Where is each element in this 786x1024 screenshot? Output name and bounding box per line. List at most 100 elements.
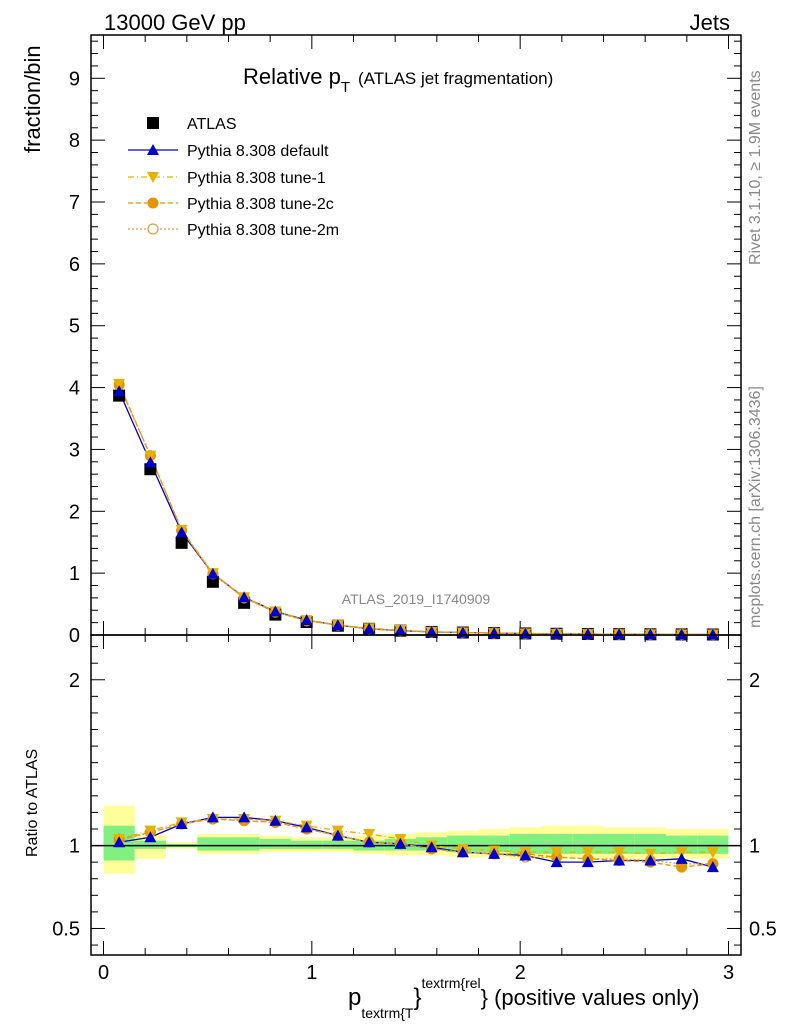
ratio-band-inner	[291, 840, 323, 849]
ratio-y-tick-label: 0.5	[52, 918, 80, 940]
legend-marker-tune2c	[147, 197, 159, 209]
ratio-band-inner	[259, 838, 291, 849]
ratio-band-inner	[478, 835, 510, 853]
legend: ATLAS Pythia 8.308 default Pythia 8.308 …	[128, 116, 339, 239]
ratio-marker-tune1	[363, 828, 376, 840]
legend-marker-tune2m	[147, 223, 159, 235]
ratio-marker-tune1	[706, 847, 719, 859]
header-left: 13000 GeV pp	[104, 10, 246, 35]
main-marker-default	[550, 627, 563, 639]
ratio-band-inner	[322, 840, 354, 849]
ratio-marker-default	[300, 821, 313, 833]
ratio-y-tick-label-right: 2	[749, 670, 760, 692]
main-y-tick-label: 2	[69, 501, 80, 523]
ratio-marker-tune1	[550, 847, 563, 859]
rivet-label: Rivet 3.1.10, ≥ 1.9M events	[747, 70, 764, 265]
main-marker-default	[269, 605, 282, 617]
chart-title-sub: T	[341, 79, 350, 96]
atlas-point	[175, 536, 188, 549]
x-tick-label: 3	[723, 962, 734, 984]
main-marker-default	[519, 627, 532, 639]
ratio-marker-tune1	[644, 848, 657, 860]
legend-label-tune2c: Pythia 8.308 tune-2c	[187, 196, 334, 213]
legend-label-atlas: ATLAS	[187, 116, 237, 133]
ratio-marker-default	[488, 847, 501, 859]
main-y-tick-label: 8	[69, 130, 80, 152]
chart-title-paren: (ATLAS jet fragmentation)	[358, 69, 553, 88]
main-y-tick-label: 4	[69, 378, 80, 400]
main-marker-default	[581, 628, 594, 640]
ratio-band-inner	[228, 837, 260, 851]
ratio-y-tick-label-right: 1	[749, 836, 760, 858]
x-tick-label: 1	[306, 962, 317, 984]
ratio-marker-tune1	[144, 825, 157, 837]
main-marker-default	[144, 456, 157, 468]
x-axis-label: ptextrm{T}textrm{rel} (positive values o…	[348, 975, 700, 1021]
main-y-tick-label: 6	[69, 254, 80, 276]
ratio-marker-default	[238, 811, 251, 823]
ratio-band-inner	[603, 833, 635, 854]
analysis-watermark: ATLAS_2019_I1740909	[342, 591, 491, 607]
main-marker-default	[331, 619, 344, 631]
header-right: Jets	[690, 10, 730, 35]
ratio-band-inner	[509, 833, 541, 854]
ratio-marker-default	[675, 852, 688, 864]
main-marker-default	[394, 624, 407, 636]
ratio-marker-tune2c	[676, 861, 688, 873]
legend-label-tune1: Pythia 8.308 tune-1	[187, 170, 326, 187]
main-marker-tune1	[113, 378, 126, 390]
main-marker-default	[425, 625, 438, 637]
chart-title: Relative pT (ATLAS jet fragmentation)	[243, 64, 553, 96]
ratio-marker-default	[113, 836, 126, 848]
ratio-marker-default	[706, 861, 719, 873]
main-marker-default	[644, 628, 657, 640]
main-marker-default	[113, 385, 126, 397]
y-axis-label-main: fraction/bin	[20, 45, 45, 153]
atlas-point	[206, 575, 219, 588]
main-marker-default	[363, 622, 376, 634]
legend-label-default: Pythia 8.308 default	[187, 143, 329, 160]
legend-marker-default	[147, 144, 159, 155]
ratio-marker-tune1	[613, 847, 626, 859]
main-marker-tune1	[144, 450, 157, 462]
ratio-marker-default	[425, 841, 438, 853]
x-tick-label: 2	[515, 962, 526, 984]
ratio-band-inner	[697, 835, 729, 854]
main-y-tick-label: 7	[69, 192, 80, 214]
main-y-tick-label: 5	[69, 316, 80, 338]
main-marker-default	[706, 628, 719, 640]
x-axis-label-p: p	[348, 984, 361, 1011]
ratio-band-inner	[134, 840, 166, 849]
ratio-marker-default	[331, 829, 344, 841]
main-y-tick-label: 1	[69, 563, 80, 585]
x-axis-label-sup: textrm{rel	[422, 975, 481, 991]
main-marker-default	[206, 567, 219, 579]
ratio-band-inner	[572, 833, 604, 854]
ratio-marker-default	[456, 846, 469, 858]
ratio-band-inner	[541, 833, 573, 854]
x-axis-label-brace: }	[413, 984, 421, 1011]
ratio-marker-default	[206, 811, 219, 823]
ratio-band-inner	[197, 837, 229, 851]
main-marker-default	[300, 614, 313, 626]
ratio-band-inner	[666, 835, 698, 854]
main-marker-default	[613, 628, 626, 640]
main-y-tick-label: 9	[69, 68, 80, 90]
main-marker-default	[675, 628, 688, 640]
ratio-band-inner	[634, 833, 666, 854]
ratio-y-tick-label-right: 0.5	[749, 918, 777, 940]
ratio-plot: 0.5 0.5 1 1 2 2 0 1 2 3	[52, 634, 777, 984]
x-axis-label-sub: textrm{T	[361, 1005, 414, 1021]
ratio-marker-default	[269, 814, 282, 826]
y-axis-label-ratio: Ratio to ATLAS	[24, 749, 41, 857]
mcplots-label: mcplots.cern.ch [arXiv:1306.3436]	[747, 386, 764, 628]
ratio-marker-default	[644, 854, 657, 866]
ratio-marker-tune1	[675, 847, 688, 859]
ratio-frame	[90, 634, 742, 956]
ratio-marker-tune1	[581, 847, 594, 859]
ratio-marker-default	[581, 856, 594, 868]
main-marker-default	[175, 526, 188, 538]
ratio-marker-default	[363, 836, 376, 848]
ratio-marker-default	[613, 854, 626, 866]
